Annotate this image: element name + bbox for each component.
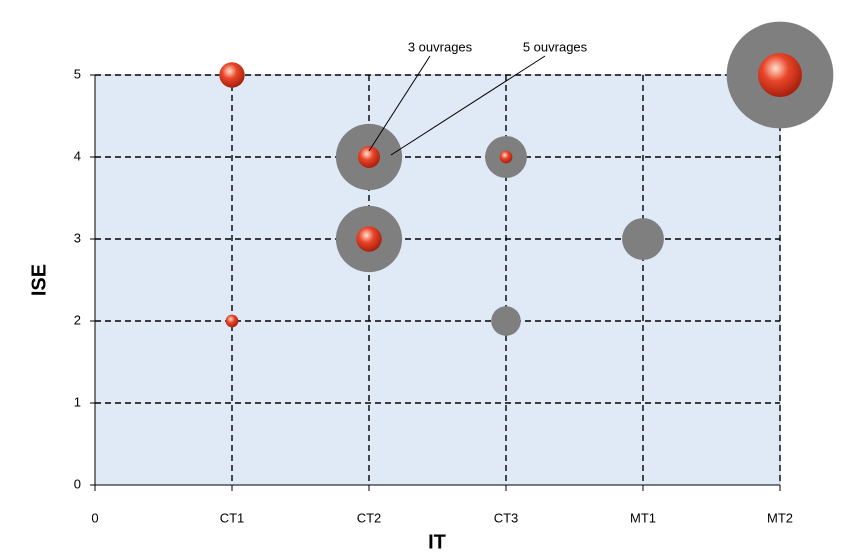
annotation: 3 ouvrages (408, 39, 473, 54)
x-tick-label: CT2 (357, 510, 382, 525)
bubble (499, 150, 513, 164)
y-tick-label: 1 (74, 394, 81, 409)
annotation-line (390, 55, 546, 156)
bubble (225, 314, 239, 328)
x-tick-label: MT2 (767, 510, 793, 525)
y-tick-label: 2 (74, 312, 81, 327)
x-axis-label: IT (428, 531, 446, 553)
annotation: 5 ouvrages (523, 39, 588, 54)
bubble (219, 62, 245, 88)
y-tick-label: 4 (74, 148, 81, 163)
bubble (758, 53, 802, 97)
bubble (356, 226, 382, 252)
plot-area (94, 74, 781, 486)
x-tick-label: MT1 (630, 510, 656, 525)
bubble (491, 306, 521, 336)
x-tick-label: CT3 (494, 510, 519, 525)
y-tick-label: 5 (74, 66, 81, 81)
annotation-line (368, 55, 431, 152)
y-axis-label: ISE (28, 264, 50, 296)
y-tick-label: 0 (74, 476, 81, 491)
x-tick-label: 0 (91, 510, 98, 525)
bubble (622, 218, 664, 260)
y-tick-label: 3 (74, 230, 81, 245)
x-tick-label: CT1 (220, 510, 245, 525)
bubble (358, 146, 380, 168)
